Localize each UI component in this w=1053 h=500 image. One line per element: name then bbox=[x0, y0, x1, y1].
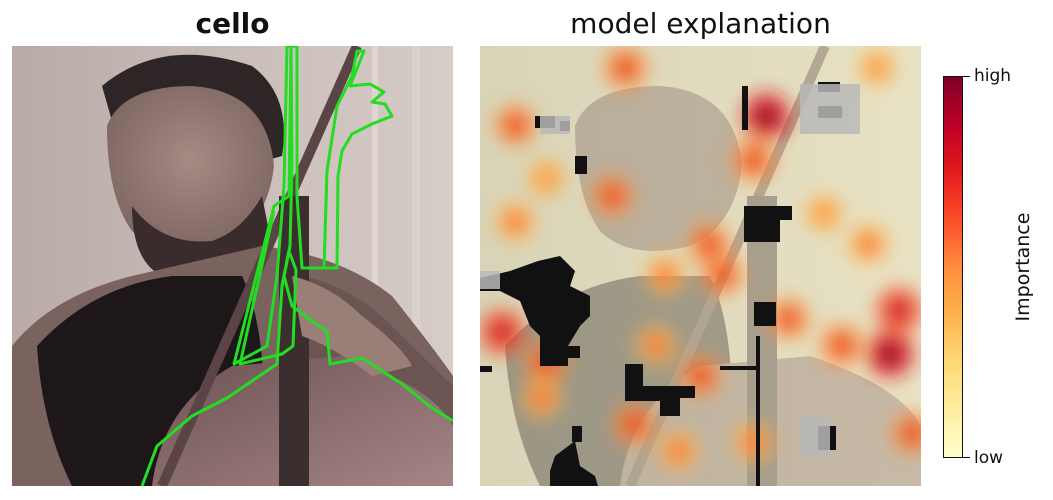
heat-peak-2 bbox=[615, 58, 636, 78]
heat-peak-6 bbox=[699, 234, 719, 254]
heat-peak-18 bbox=[624, 414, 644, 434]
heat-peak-9 bbox=[779, 309, 798, 328]
heat-peak-3 bbox=[506, 116, 525, 135]
heat-peak-10 bbox=[888, 299, 910, 321]
explanation-heatmap-panel bbox=[480, 46, 921, 486]
input-image bbox=[12, 46, 453, 486]
heat-peak-0 bbox=[755, 105, 778, 128]
heat-peak-16 bbox=[647, 336, 665, 354]
segment-outline bbox=[140, 46, 394, 486]
left-panel-title: cello bbox=[195, 7, 270, 40]
heat-peak-4 bbox=[603, 186, 622, 205]
heat-peak-17 bbox=[691, 366, 710, 386]
heat-peak-5 bbox=[506, 213, 524, 231]
colorbar-title: Importance bbox=[1012, 212, 1034, 322]
heat-peak-25 bbox=[902, 424, 921, 443]
heat-peak-19 bbox=[669, 442, 688, 460]
colorbar-label-high: high bbox=[974, 66, 1012, 86]
heat-peak-1 bbox=[743, 150, 764, 171]
colorbar-label-low: low bbox=[974, 448, 1004, 468]
heat-peak-11 bbox=[879, 343, 902, 365]
heat-peak-21 bbox=[859, 235, 877, 253]
heat-peak-12 bbox=[831, 335, 852, 356]
heat-peak-23 bbox=[869, 60, 885, 76]
heat-peak-22 bbox=[538, 170, 555, 186]
heat-peak-8 bbox=[656, 266, 674, 284]
heat-peak-24 bbox=[815, 205, 832, 222]
colorbar-tick-high bbox=[963, 76, 970, 77]
heat-peak-7 bbox=[713, 265, 732, 284]
heat-peak-13 bbox=[491, 321, 513, 343]
right-panel-title: model explanation bbox=[570, 7, 831, 40]
explanation-heatmap bbox=[480, 46, 921, 486]
importance-colorbar bbox=[943, 76, 963, 458]
input-image-panel bbox=[12, 46, 453, 486]
heat-peak-15 bbox=[533, 389, 551, 407]
colorbar-tick-low bbox=[963, 457, 970, 458]
